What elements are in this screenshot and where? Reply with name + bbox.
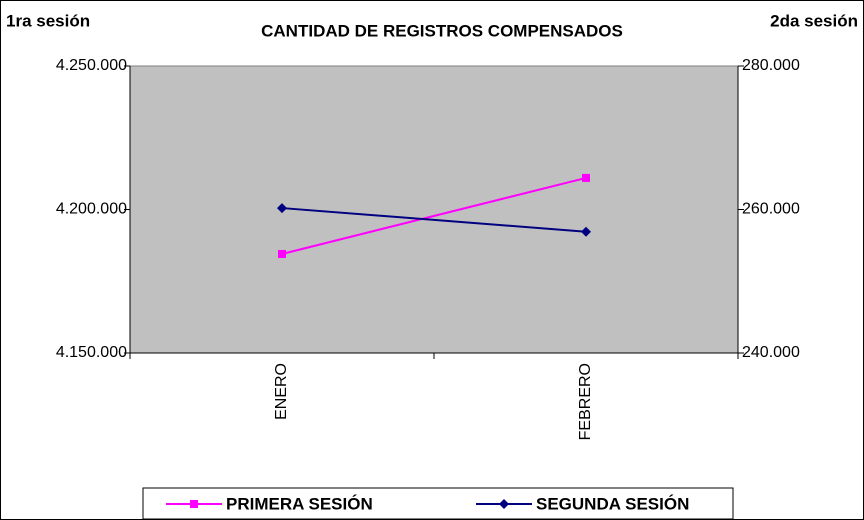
x-tick-label: ENERO [273,363,290,420]
y-tick-label: 4.250.000 [56,57,127,74]
point [581,226,591,237]
point [278,249,286,258]
x-tick-label: FEBRERO [577,363,594,440]
y-axis-title: 1ra sesión [6,11,90,30]
series-line [281,207,587,233]
legend-label: SEGUNDA SESIÓN [536,494,689,513]
chart-title: CANTIDAD DE REGISTROS COMPENSADOS [261,21,623,40]
y2-tick-label: 260.000 [742,201,800,218]
y2-axis-title: 2da sesión [770,11,858,30]
y-tick-label: 4.150.000 [56,344,127,361]
plot-area [129,65,739,354]
point [582,173,590,182]
y2-tick-label: 240.000 [742,344,800,361]
point [277,203,287,214]
legend-marker [499,499,509,509]
series-line [281,176,587,255]
legend [142,487,734,520]
y-tick-label: 4.200.000 [56,201,127,218]
y2-tick-label: 280.000 [742,57,800,74]
legend-label: PRIMERA SESIÓN [226,494,373,513]
legend-marker [190,500,198,508]
